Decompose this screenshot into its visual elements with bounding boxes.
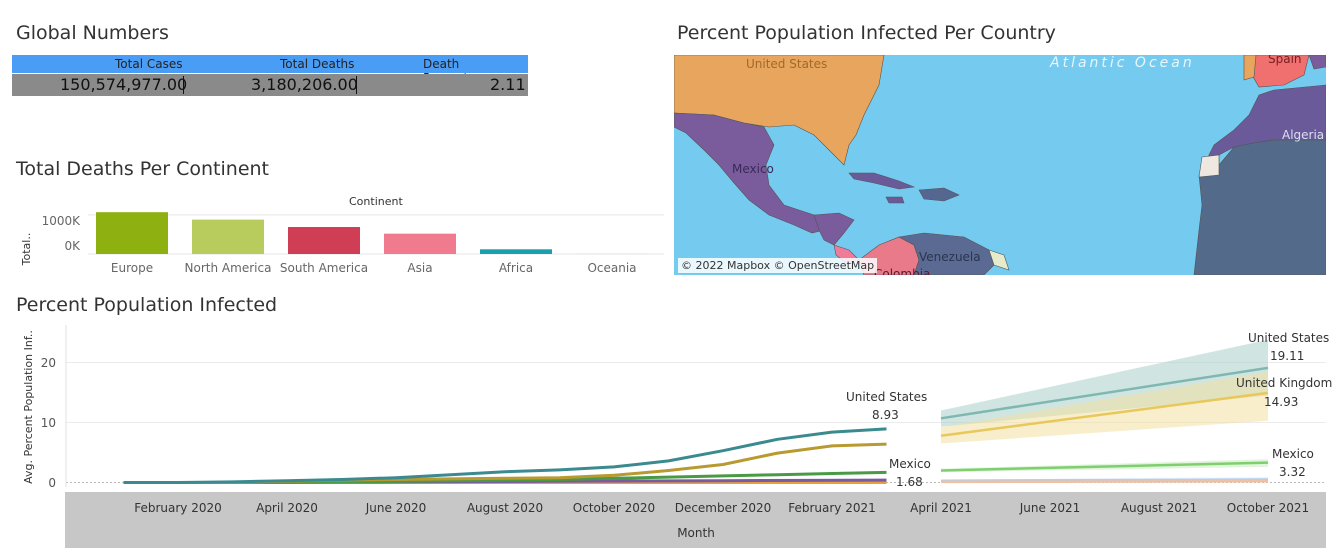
line-x-axis-label: Month bbox=[677, 526, 715, 540]
bar-north-america[interactable] bbox=[192, 219, 264, 254]
map-label-mexico: Mexico bbox=[732, 162, 774, 176]
map-label-spain: Spain bbox=[1268, 55, 1302, 66]
choropleth-map[interactable]: United States Atlantic Ocean Spain Mexic… bbox=[674, 55, 1326, 275]
category-label-asia: Asia bbox=[407, 261, 432, 275]
category-label-europe: Europe bbox=[111, 261, 153, 275]
country-central-america[interactable] bbox=[813, 212, 855, 246]
category-label-africa: Africa bbox=[499, 261, 533, 275]
country-cuba[interactable] bbox=[848, 172, 916, 190]
bar-south-america[interactable] bbox=[288, 227, 360, 254]
annotation-mexico-name: Mexico bbox=[889, 457, 931, 471]
line-y-tick-10: 10 bbox=[41, 416, 56, 430]
map-label-atlantic-ocean: Atlantic Ocean bbox=[1050, 55, 1195, 71]
annotation-us-forecast-value: 19.11 bbox=[1270, 349, 1305, 363]
forecast-line-other[interactable] bbox=[940, 480, 1269, 484]
annotation-uk-forecast-name: United Kingdom bbox=[1236, 376, 1333, 390]
series-line-other[interactable] bbox=[123, 442, 887, 484]
annotation-us-value: 8.93 bbox=[872, 408, 899, 422]
forecast-line-mexico[interactable] bbox=[940, 461, 1269, 472]
bar-africa[interactable] bbox=[480, 249, 552, 254]
population-infected-line-chart: February 2020 April 2020 June 2020 August 2… bbox=[22, 325, 1326, 540]
forecast-line-united-states[interactable] bbox=[940, 366, 1269, 420]
bar-asia[interactable] bbox=[384, 233, 456, 254]
map-title: Percent Population Infected Per Country bbox=[677, 22, 1056, 44]
value-total-deaths: 3,180,206.00 bbox=[251, 75, 358, 94]
forecast-line-other[interactable] bbox=[940, 478, 1269, 482]
series-line-united-states[interactable] bbox=[123, 427, 887, 484]
month-axis-band bbox=[65, 492, 1326, 548]
global-numbers-value-row[interactable]: 150,574,977.00 3,180,206.00 2.11 bbox=[12, 74, 528, 96]
country-venezuela[interactable] bbox=[898, 232, 995, 275]
month-label-october-2020: October 2020 bbox=[573, 501, 655, 515]
global-numbers-title: Global Numbers bbox=[16, 22, 169, 44]
month-label-october-2021: October 2021 bbox=[1227, 501, 1309, 515]
line-y-axis-label: Avg. Percent Population Inf.. bbox=[22, 330, 35, 484]
continent-y-axis-label: Total.. bbox=[20, 233, 33, 267]
line-y-tick-0: 0 bbox=[48, 476, 56, 490]
country-portugal[interactable] bbox=[1243, 55, 1257, 81]
annotation-mexico-forecast-name: Mexico bbox=[1272, 447, 1314, 461]
continent-header: Continent bbox=[349, 195, 403, 208]
country-hispaniola[interactable] bbox=[918, 187, 960, 202]
month-label-february-2021: February 2021 bbox=[788, 501, 876, 515]
header-total-deaths[interactable]: Total Deaths bbox=[280, 57, 355, 71]
map-attribution[interactable]: © 2022 Mapbox © OpenStreetMap bbox=[678, 258, 878, 273]
country-guyana[interactable] bbox=[988, 249, 1010, 271]
month-label-december-2020: December 2020 bbox=[675, 501, 772, 515]
month-label-june-2020: June 2020 bbox=[365, 501, 427, 515]
cell-divider bbox=[183, 76, 184, 94]
global-numbers-header-row: Total Cases Total Deaths Death Percentag… bbox=[12, 55, 528, 85]
month-label-june-2021: June 2021 bbox=[1019, 501, 1081, 515]
map-label-united-states: United States bbox=[746, 57, 828, 71]
category-label-south-america: South America bbox=[280, 261, 368, 275]
line-chart-title: Percent Population Infected bbox=[16, 294, 278, 316]
month-label-april-2020: April 2020 bbox=[256, 501, 318, 515]
annotation-mexico-value: 1.68 bbox=[896, 475, 923, 489]
continent-y-tick-zero: 0K bbox=[64, 239, 81, 253]
map-canvas[interactable] bbox=[674, 55, 1326, 275]
month-label-august-2020: August 2020 bbox=[467, 501, 543, 515]
annotation-mexico-forecast-value: 3.32 bbox=[1279, 465, 1306, 479]
annotation-uk-forecast-value: 14.93 bbox=[1264, 395, 1299, 409]
map-label-venezuela: Venezuela bbox=[919, 250, 981, 264]
continent-bar-chart: Europe North America South America Asia Afri… bbox=[20, 212, 664, 275]
line-y-tick-20: 20 bbox=[41, 356, 56, 370]
category-label-oceania: Oceania bbox=[587, 261, 636, 275]
country-western-sahara[interactable] bbox=[1198, 154, 1220, 178]
forecast-line-united-kingdom[interactable] bbox=[940, 391, 1269, 437]
header-total-cases[interactable]: Total Cases bbox=[115, 57, 183, 71]
category-label-north-america: North America bbox=[185, 261, 272, 275]
month-label-april-2021: April 2021 bbox=[910, 501, 972, 515]
country-algeria-region[interactable] bbox=[1193, 139, 1326, 275]
bar-europe[interactable] bbox=[96, 212, 168, 254]
annotation-us-forecast-name: United States bbox=[1248, 331, 1330, 345]
value-death-percentage: 2.11 bbox=[490, 75, 526, 94]
annotation-us-name: United States bbox=[846, 390, 928, 404]
value-total-cases: 150,574,977.00 bbox=[60, 75, 188, 94]
month-label-august-2021: August 2021 bbox=[1121, 501, 1197, 515]
map-label-algeria: Algeria bbox=[1282, 128, 1325, 142]
cell-divider bbox=[356, 76, 357, 94]
continent-chart-title: Total Deaths Per Continent bbox=[16, 158, 270, 180]
month-label-february-2020: February 2020 bbox=[134, 501, 222, 515]
country-jamaica[interactable] bbox=[885, 196, 905, 204]
country-france[interactable] bbox=[1308, 55, 1326, 70]
map-label-colombia: Colombia bbox=[874, 267, 931, 275]
continent-y-tick-top: 1000K bbox=[42, 214, 82, 228]
